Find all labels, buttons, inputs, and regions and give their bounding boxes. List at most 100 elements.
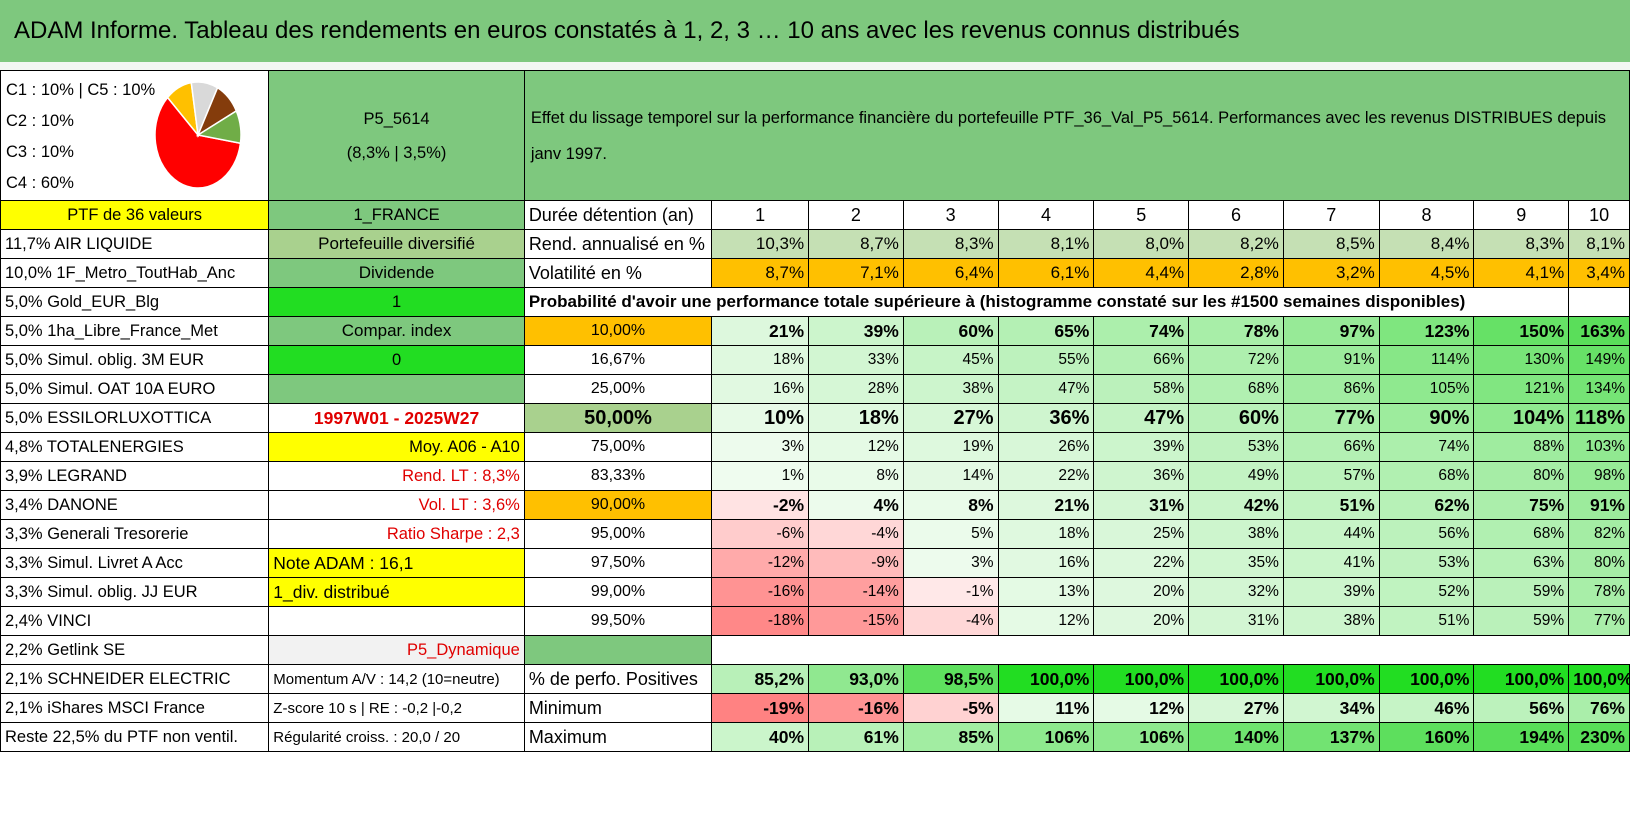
- percentile-label: 50,00%: [523, 403, 713, 433]
- positives-value: 100,0%: [997, 664, 1095, 694]
- vol-value: 4,5%: [1378, 258, 1475, 288]
- prob-value: -9%: [808, 548, 904, 578]
- prob-value: 65%: [997, 316, 1095, 346]
- prob-value: 42%: [1188, 490, 1284, 520]
- prob-value: 38%: [1188, 519, 1284, 549]
- spacer-cell: [523, 635, 713, 665]
- percentile-label: 75,00%: [523, 432, 713, 462]
- prob-value: 60%: [1188, 403, 1284, 433]
- prob-value: 41%: [1282, 548, 1380, 578]
- vol-value: 3,4%: [1568, 258, 1630, 288]
- minimum-value: -19%: [711, 693, 810, 723]
- maximum-value: 140%: [1188, 722, 1284, 752]
- holding-name: 2,4% VINCI: [0, 606, 270, 636]
- minimum-value: 11%: [997, 693, 1095, 723]
- positives-value: 100,0%: [1282, 664, 1380, 694]
- holding-name: Reste 22,5% du PTF non ventil.: [0, 722, 270, 752]
- holding-name: 3,4% DANONE: [0, 490, 270, 520]
- holding-name: 4,8% TOTALENERGIES: [0, 432, 270, 462]
- minimum-value: 12%: [1093, 693, 1190, 723]
- table-row: 5,0% ESSILORLUXOTTICA 1997W01 - 2025W27 50…: [0, 403, 1630, 433]
- vol-value: 3,2%: [1282, 258, 1380, 288]
- prob-value: 77%: [1282, 403, 1380, 433]
- prob-value: 10%: [711, 403, 810, 433]
- prob-value: 68%: [1378, 461, 1475, 491]
- prob-value: 74%: [1093, 316, 1190, 346]
- prob-value: 20%: [1093, 606, 1190, 636]
- positives-value: 93,0%: [808, 664, 904, 694]
- percentile-label: 90,00%: [523, 490, 713, 520]
- prob-value: 134%: [1568, 374, 1630, 404]
- table-row: 10,0% 1F_Metro_ToutHab_Anc Dividende Volat…: [0, 258, 1630, 288]
- minimum-value: -16%: [808, 693, 904, 723]
- prob-value: 25%: [1093, 519, 1190, 549]
- holding-name: 5,0% ESSILORLUXOTTICA: [0, 403, 270, 433]
- prob-value: 36%: [1093, 461, 1190, 491]
- prob-value: 16%: [997, 548, 1095, 578]
- holding-name: 3,3% Generali Tresorerie: [0, 519, 270, 549]
- holding-name: 5,0% Simul. oblig. 3M EUR: [0, 345, 270, 375]
- prob-value: -6%: [711, 519, 810, 549]
- vol-label: Volatilité en %: [523, 258, 713, 288]
- prob-value: 22%: [1093, 548, 1190, 578]
- portfolio-stats: (8,3% | 3,5%): [346, 143, 447, 162]
- holding-name: 2,1% iShares MSCI France: [0, 693, 270, 723]
- holding-name: 3,3% Simul. oblig. JJ EUR: [0, 577, 270, 607]
- legend-item: C1 : 10% | C5 : 10%: [6, 81, 156, 99]
- table-row: 3,3% Generali Tresorerie Ratio Sharpe : 2…: [0, 519, 1630, 549]
- prob-value: 51%: [1378, 606, 1475, 636]
- positives-value: 100,0%: [1378, 664, 1475, 694]
- holding-name: 3,9% LEGRAND: [0, 461, 270, 491]
- prob-value: 66%: [1093, 345, 1190, 375]
- minimum-value: 34%: [1282, 693, 1380, 723]
- prob-value: 18%: [711, 345, 810, 375]
- portfolio-info: Note ADAM : 16,1: [268, 548, 525, 578]
- portfolio-info: Régularité croiss. : 20,0 / 20: [268, 722, 525, 752]
- maximum-value: 137%: [1282, 722, 1380, 752]
- allocation-pie-chart: [154, 81, 242, 189]
- maximum-value: 85%: [902, 722, 999, 752]
- rend-value: 8,7%: [808, 229, 904, 259]
- prob-value: 91%: [1568, 490, 1630, 520]
- holding-name: 3,3% Simul. Livret A Acc: [0, 548, 270, 578]
- prob-header: Probabilité d'avoir une performance tota…: [523, 287, 1569, 317]
- table-row: 2,4% VINCI 99,50% -18% -15% -4% 12% 20% 31% 38% 5…: [0, 606, 1630, 636]
- legend-item: C4 : 60%: [6, 174, 74, 192]
- prob-value: 118%: [1568, 403, 1630, 433]
- rend-value: 8,3%: [1473, 229, 1570, 259]
- prob-value: 150%: [1473, 316, 1570, 346]
- rend-value: 10,3%: [711, 229, 810, 259]
- prob-value: 86%: [1282, 374, 1380, 404]
- positives-value: 100,0%: [1093, 664, 1190, 694]
- prob-value: 31%: [1188, 606, 1284, 636]
- portfolio-info: 1: [268, 287, 525, 317]
- prob-value: 82%: [1568, 519, 1630, 549]
- portfolio-info: Rend. LT : 8,3%: [268, 461, 525, 491]
- prob-value: 21%: [711, 316, 810, 346]
- prob-value: -15%: [808, 606, 904, 636]
- prob-value: 90%: [1378, 403, 1475, 433]
- pie-slice-c3: [195, 109, 242, 145]
- percentile-label: 99,50%: [523, 606, 713, 636]
- prob-value: 35%: [1188, 548, 1284, 578]
- prob-value: 28%: [808, 374, 904, 404]
- prob-value: 19%: [902, 432, 999, 462]
- portfolio-info: P5_Dynamique: [268, 635, 525, 665]
- prob-value: 121%: [1473, 374, 1570, 404]
- vol-value: 6,4%: [902, 258, 999, 288]
- maximum-value: 106%: [1093, 722, 1190, 752]
- portfolio-info: Portefeuille diversifié: [268, 229, 525, 259]
- prob-value: 8%: [808, 461, 904, 491]
- performance-table: C1 : 10% | C5 : 10% C2 : 10% C3 : 10% C4 : …: [0, 70, 1630, 752]
- prob-value: -2%: [711, 490, 810, 520]
- vol-value: 4,4%: [1093, 258, 1190, 288]
- prob-value: 114%: [1378, 345, 1475, 375]
- prob-value: 22%: [997, 461, 1095, 491]
- prob-value: 66%: [1282, 432, 1380, 462]
- prob-value: -12%: [711, 548, 810, 578]
- year-header: 9: [1473, 200, 1570, 230]
- positives-label: % de perfo. Positives: [523, 664, 713, 694]
- positives-value: 98,5%: [902, 664, 999, 694]
- holding-name: 5,0% Gold_EUR_Blg: [0, 287, 270, 317]
- prob-value: 4%: [808, 490, 904, 520]
